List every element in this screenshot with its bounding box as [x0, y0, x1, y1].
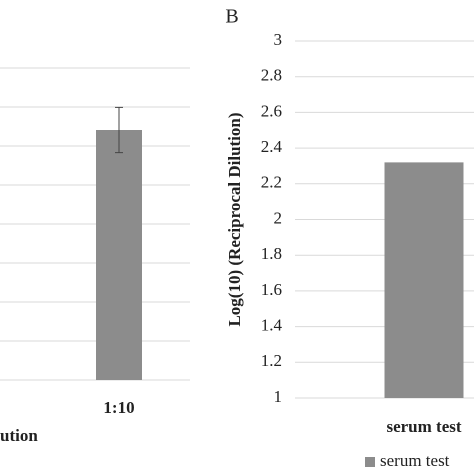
y-tick-label: 1.8	[261, 244, 282, 263]
y-tick-label: 1.6	[261, 280, 282, 299]
y-tick-label: 1	[274, 387, 283, 406]
bar	[384, 162, 464, 398]
y-tick-label: 2.6	[261, 101, 282, 120]
y-tick-label: 2.8	[261, 66, 282, 85]
y-tick-label: 2.2	[261, 173, 282, 192]
y-axis-label: Log(10) (Reciprocal Dilution)	[225, 112, 244, 326]
legend-swatch	[365, 457, 375, 467]
x-tick-label: 1:10	[103, 398, 134, 417]
chart-title: B	[225, 6, 238, 28]
legend-label: serum test	[380, 451, 450, 470]
y-tick-label: 2.4	[261, 137, 283, 156]
y-tick-label: 2	[274, 208, 283, 227]
y-tick-label: 3	[274, 30, 283, 49]
bar	[96, 130, 142, 380]
y-tick-label: 1.2	[261, 351, 282, 370]
x-axis-label: ution	[0, 426, 38, 445]
y-tick-label: 1.4	[261, 316, 283, 335]
x-tick-label: serum test	[386, 417, 461, 436]
